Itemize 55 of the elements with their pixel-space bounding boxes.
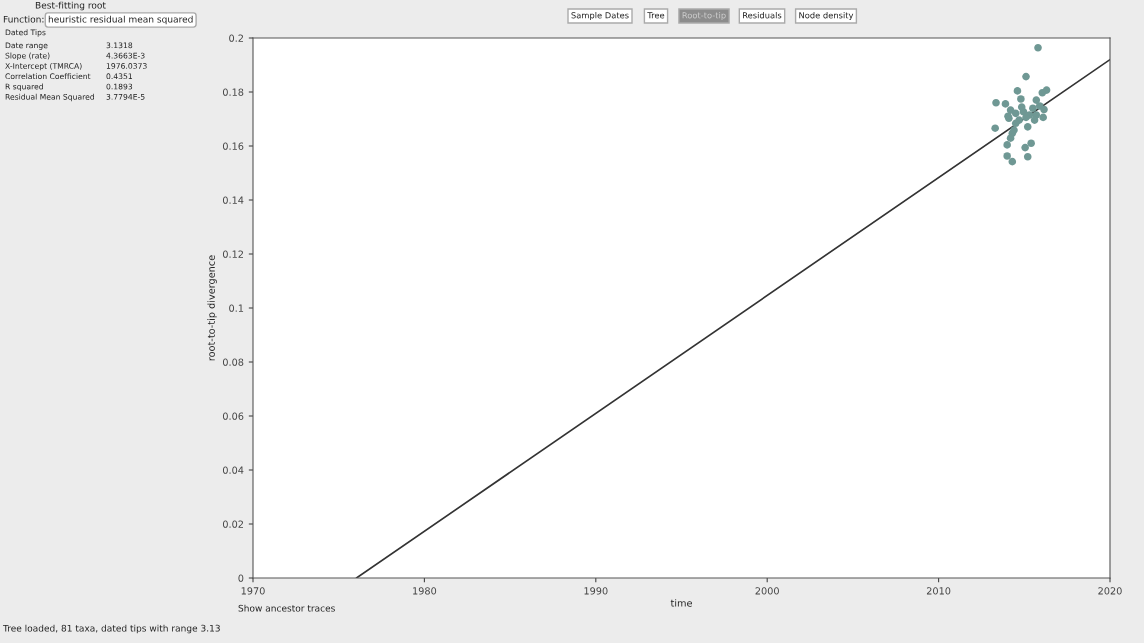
point [1034,43,1042,52]
y-tick-label: 0.08 [222,358,244,366]
point [1027,139,1035,148]
text: Tree loaded, 81 taxa, dated tips with range 3.13 [2,624,220,634]
point [1008,157,1017,166]
text: Tree [647,12,665,19]
y-tick-label: 0.04 [222,466,244,474]
text: Function: [3,15,44,23]
y-axis-title: root-to-tip divergence [207,255,217,361]
text: heuristic residual mean squared [48,15,193,25]
point [1022,113,1030,122]
text: Node density [799,11,854,21]
y-tick-label: 0.14 [222,196,244,204]
x-tick-label: 2000 [755,587,779,595]
point [1017,95,1025,103]
point [1021,143,1029,152]
point [1029,104,1037,112]
point [1013,87,1022,95]
y-tick-label: 0.12 [222,250,243,258]
point [1011,119,1020,128]
point [1001,100,1010,108]
y-tick-label: 0.2 [229,34,243,42]
x-tick-label: 1990 [584,587,608,595]
x-tick-label: 1970 [241,587,265,595]
point [1003,141,1011,149]
text: Residuals [743,11,782,19]
point [1010,126,1018,134]
x-tick-label: 2010 [926,587,951,595]
y-tick-label: 0.06 [222,412,244,420]
point [1038,89,1047,97]
y-tick-label: 0.16 [222,142,244,150]
x-tick-label: 2020 [1098,587,1122,595]
point [992,99,1000,107]
y-tick-label: 0.1 [229,304,244,312]
point [1023,153,1032,161]
point [1017,103,1026,111]
point [1023,123,1032,131]
point [1032,96,1041,104]
point [991,124,999,132]
y-tick-label: 0 [238,574,244,582]
x-axis-title: time [670,599,692,607]
text: Best-fitting root [35,1,106,11]
text: Show ancestor traces [238,604,335,612]
point [1022,72,1030,81]
text: Sample Dates [571,11,629,21]
point [1039,113,1047,122]
point [1006,134,1015,142]
text: Root-to-tip [682,11,726,21]
y-tick-label: 0.02 [222,520,243,528]
y-tick-label: 0.18 [222,88,244,96]
point [1030,116,1039,124]
point [1011,109,1020,118]
point [1003,152,1011,160]
point [1040,105,1048,114]
x-tick-label: 1980 [413,587,437,595]
